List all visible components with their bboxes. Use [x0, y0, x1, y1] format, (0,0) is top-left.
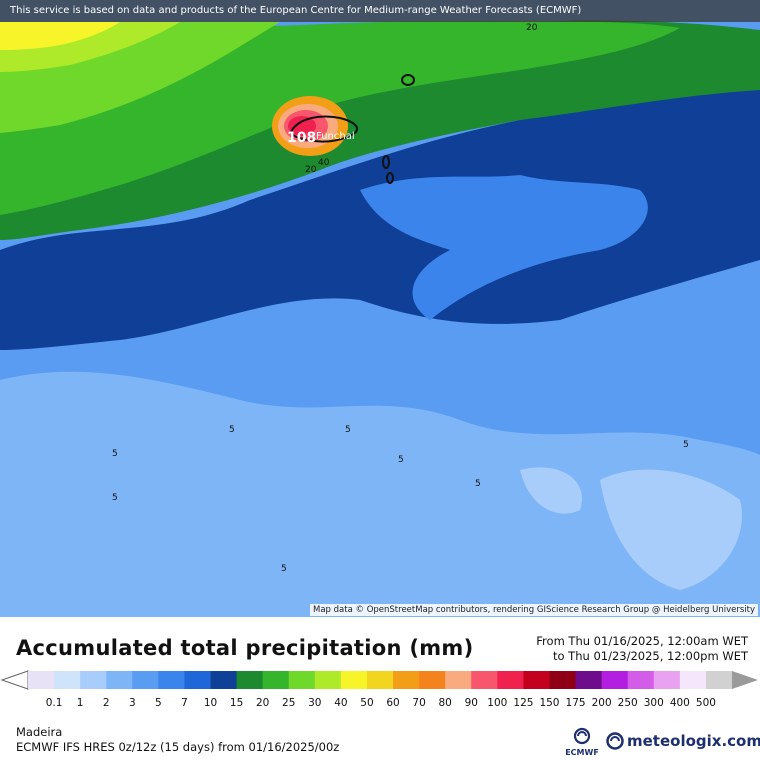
- color-scale-right-arrow: [732, 671, 758, 689]
- contour-label: 5: [683, 440, 689, 450]
- color-scale-swatch: [28, 671, 55, 689]
- color-scale-swatch: [158, 671, 185, 689]
- model-run-label: ECMWF IFS HRES 0z/12z (15 days) from 01/…: [16, 740, 340, 754]
- contour-label: 20: [526, 23, 538, 33]
- contour-label: 5: [112, 449, 118, 459]
- contour-label: 5: [281, 564, 287, 574]
- contour-label: 40: [318, 158, 330, 168]
- color-scale-tick: 1: [76, 697, 84, 709]
- color-scale-tick: 200: [591, 697, 612, 709]
- color-scale-swatch: [419, 671, 446, 689]
- region-label: Madeira: [16, 725, 63, 739]
- contour-label: 20: [305, 165, 317, 175]
- color-scale-swatch: [262, 671, 290, 689]
- color-scale-swatch: [80, 671, 107, 689]
- color-scale-tick: 400: [669, 697, 690, 709]
- ecmwf-logo[interactable]: ECMWF: [560, 727, 604, 757]
- color-scale-swatch: [132, 671, 159, 689]
- color-scale-tick: 300: [643, 697, 664, 709]
- color-scale-swatch: [106, 671, 133, 689]
- color-scale-tick: 175: [565, 697, 586, 709]
- ecmwf-logo-mark: [573, 727, 591, 745]
- light-precip-zone: [0, 371, 760, 617]
- meteologix-wordmark: meteologix.com: [627, 732, 760, 750]
- contour-label: 5: [112, 493, 118, 503]
- color-scale-swatch: [393, 671, 420, 689]
- color-scale-swatch: [523, 671, 550, 689]
- meteologix-icon: [606, 732, 624, 750]
- legend-title: Accumulated total precipitation (mm): [16, 636, 474, 660]
- contour-label: 5: [229, 425, 235, 435]
- desertas-island-2: [386, 172, 394, 184]
- color-scale-tick: 15: [229, 697, 244, 709]
- precipitation-map[interactable]: Funchal 20 108 40 20 5 5 5 5 5 5 5 5: [0, 0, 760, 617]
- color-scale-tick: 5: [155, 697, 162, 709]
- color-scale-tick: 80: [438, 697, 452, 709]
- period-from: From Thu 01/16/2025, 12:00am WET: [536, 634, 748, 648]
- color-scale-tick: 125: [513, 697, 534, 709]
- color-scale-tick: 0.1: [45, 697, 63, 709]
- contour-label: 5: [398, 455, 404, 465]
- color-scale-swatch: [184, 671, 212, 689]
- color-scale-tick: 50: [360, 697, 374, 709]
- color-scale: [0, 670, 758, 690]
- color-scale-swatch: [340, 671, 368, 689]
- lighter-patches: [520, 467, 742, 590]
- color-scale-swatch: [601, 671, 629, 689]
- color-scale-tick: 7: [181, 697, 188, 709]
- color-scale-left-arrow: [0, 670, 29, 690]
- color-scale-swatch: [210, 671, 238, 689]
- contour-label: 5: [475, 479, 481, 489]
- color-scale-tick: 250: [617, 697, 638, 709]
- ecmwf-logo-text: ECMWF: [565, 748, 599, 757]
- color-scale-swatch: [575, 671, 603, 689]
- desertas-island-1: [382, 155, 390, 169]
- period-to: to Thu 01/23/2025, 12:00pm WET: [552, 649, 748, 663]
- color-scale-tick: 2: [102, 697, 110, 709]
- color-scale-swatch: [705, 671, 733, 689]
- precip-hotspot-red: [288, 116, 316, 136]
- medium-blue-channel: [360, 175, 648, 320]
- color-scale-tick: 500: [695, 697, 716, 709]
- contour-label-max: 108: [287, 130, 316, 146]
- color-scale-swatch: [653, 671, 681, 689]
- color-scale-tick: 10: [203, 697, 218, 709]
- porto-santo-island: [401, 74, 415, 86]
- color-scale-tick: 30: [308, 697, 322, 709]
- color-scale-swatch: [679, 671, 707, 689]
- color-scale-tick: 20: [255, 697, 270, 709]
- color-scale-tick: 3: [128, 697, 136, 709]
- color-scale-swatch: [366, 671, 394, 689]
- map-attribution[interactable]: Map data © OpenStreetMap contributors, r…: [310, 604, 758, 616]
- meteologix-logo[interactable]: meteologix.com: [606, 730, 760, 752]
- ecmwf-logo-arc: [577, 731, 587, 737]
- color-scale-swatch: [445, 671, 472, 689]
- color-scale-labels: 0.1 1 2 3 5 7 10 15 20 25 30 40 50 60 70 80 90 100 125 150 1…: [0, 697, 760, 711]
- color-scale-tick: 100: [487, 697, 508, 709]
- color-scale-tick: 40: [334, 697, 348, 709]
- color-scale-swatch: [288, 671, 316, 689]
- color-scale-tick: 25: [282, 697, 296, 709]
- madeira-island: [290, 115, 358, 143]
- color-scale-tick: 150: [539, 697, 560, 709]
- yellow-area: [0, 22, 120, 50]
- color-scale-swatch: [549, 671, 577, 689]
- color-scale-tick: 90: [464, 697, 478, 709]
- contour-label: 5: [345, 425, 351, 435]
- color-scale-swatch: [471, 671, 498, 689]
- ecmwf-credit-banner: This service is based on data and produc…: [0, 0, 760, 22]
- color-scale-swatch: [236, 671, 264, 689]
- dark-blue-band: [0, 85, 760, 350]
- color-scale-swatch: [54, 671, 81, 689]
- color-scale-tick: 60: [386, 697, 400, 709]
- color-scale-swatch: [314, 671, 342, 689]
- city-label-funchal: Funchal: [316, 131, 355, 142]
- color-scale-swatch: [627, 671, 655, 689]
- color-scale-swatch: [497, 671, 524, 689]
- color-scale-tick: 70: [412, 697, 426, 709]
